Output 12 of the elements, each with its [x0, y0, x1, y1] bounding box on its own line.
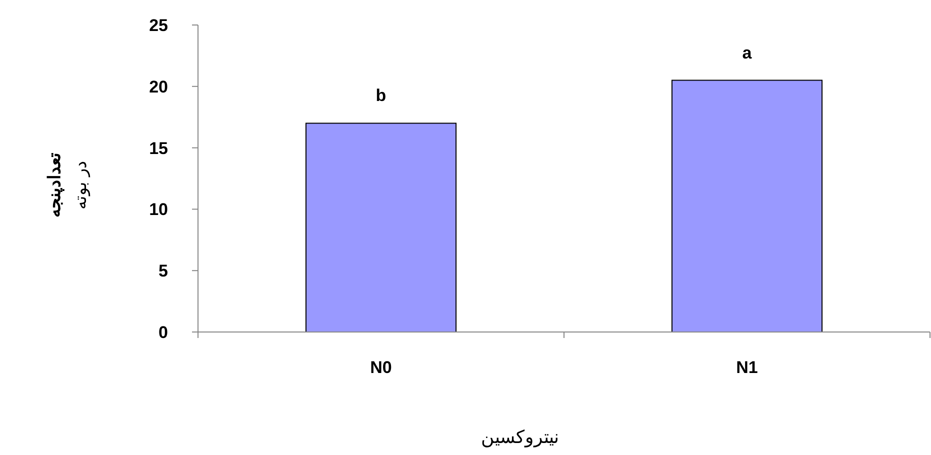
x-tick-label: N0: [370, 358, 392, 377]
y-tick-label: 20: [149, 77, 168, 96]
x-axis-title: نیتروکسین: [481, 427, 559, 448]
y-tick-label: 5: [158, 262, 168, 281]
y-tick-label: 15: [149, 138, 168, 158]
y-tick-label: 0: [158, 323, 168, 342]
y-tick-label: 25: [149, 16, 168, 35]
y-axis-title: تعدادپنجه در بوته: [45, 152, 91, 218]
y-tick-label: 10: [149, 200, 168, 220]
annotation: a: [742, 43, 752, 62]
x-tick-label: N1: [736, 358, 758, 377]
annotation: b: [376, 86, 386, 106]
